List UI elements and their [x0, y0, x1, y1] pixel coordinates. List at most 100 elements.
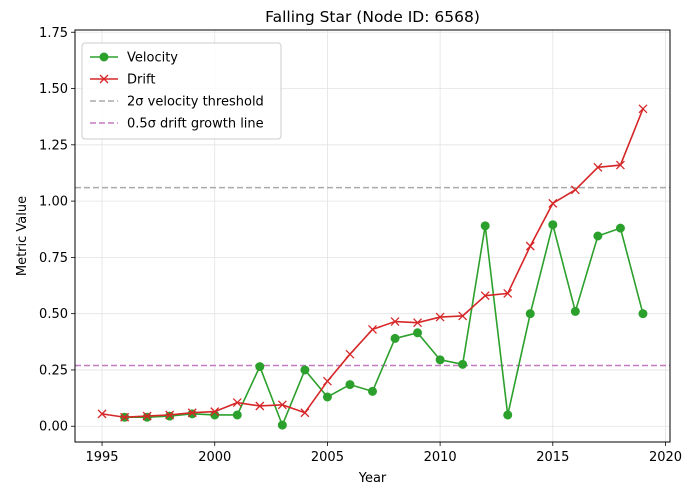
data-point [255, 401, 265, 411]
x-marker-stroke [322, 376, 332, 386]
data-point [570, 185, 580, 195]
data-point [413, 318, 423, 328]
data-point [99, 52, 109, 62]
x-marker-stroke [255, 401, 265, 411]
x-marker-stroke [638, 104, 648, 114]
x-tick-label: 2005 [311, 450, 344, 465]
data-point [255, 362, 265, 372]
series-drift [97, 104, 648, 422]
data-point [593, 162, 603, 172]
x-marker-stroke [390, 317, 400, 327]
grid [75, 30, 670, 442]
series-layer [97, 104, 648, 430]
data-point [503, 288, 513, 298]
x-marker-stroke [99, 74, 109, 84]
data-point [390, 317, 400, 327]
data-point [99, 74, 109, 84]
data-point [165, 410, 175, 420]
data-point [435, 355, 445, 365]
data-point [413, 328, 423, 338]
data-point [210, 407, 220, 417]
data-point [345, 380, 355, 390]
data-point [638, 309, 648, 319]
data-point [300, 365, 310, 375]
data-point [435, 312, 445, 322]
x-marker-stroke [345, 349, 355, 359]
data-point [593, 231, 603, 241]
legend-entry: Velocity [90, 51, 178, 66]
data-point [120, 412, 130, 422]
chart-title: Falling Star (Node ID: 6568) [265, 8, 480, 26]
x-axis-title: Year [358, 471, 387, 486]
y-axis-ticks: 0.00 0.25 0.50 0.75 1.00 1.25 1.50 1.75 [39, 26, 75, 435]
x-marker-stroke [210, 407, 220, 417]
x-tick-label: 2020 [649, 450, 682, 465]
x-marker-stroke [480, 291, 490, 301]
data-point [638, 104, 648, 114]
data-point [548, 220, 558, 230]
y-axis-title: Metric Value [15, 196, 30, 276]
x-marker-stroke [525, 241, 535, 251]
x-marker-stroke [187, 408, 197, 418]
y-tick-label: 1.75 [39, 26, 68, 41]
x-tick-label: 2000 [198, 450, 231, 465]
data-point [165, 411, 175, 421]
legend-label: Velocity [127, 51, 178, 66]
legend-label: 0.5σ drift growth line [127, 117, 264, 132]
data-point [322, 392, 332, 402]
data-point [525, 309, 535, 319]
data-point [570, 306, 580, 316]
x-marker-stroke [277, 400, 287, 410]
legend-entry: Drift [90, 73, 155, 88]
y-tick-label: 1.25 [39, 138, 68, 153]
data-point [232, 398, 242, 408]
y-tick-label: 0.75 [39, 251, 68, 266]
x-marker-stroke [413, 318, 423, 328]
x-marker-stroke [615, 160, 625, 170]
legend-entry: 2σ velocity threshold [90, 95, 264, 110]
data-point [525, 241, 535, 251]
series-velocity [120, 220, 648, 430]
data-point [277, 420, 287, 430]
x-marker-stroke [548, 198, 558, 208]
x-marker-stroke [570, 185, 580, 195]
x-tick-label: 2015 [536, 450, 569, 465]
legend-entry: 0.5σ drift growth line [90, 117, 264, 132]
x-marker-stroke [165, 410, 175, 420]
x-marker-stroke [503, 288, 513, 298]
data-point [480, 291, 490, 301]
data-point [368, 386, 377, 396]
y-tick-label: 0.00 [39, 420, 68, 435]
data-point [187, 408, 197, 418]
x-marker-stroke [142, 411, 152, 421]
x-marker-stroke [97, 409, 107, 419]
data-point [232, 410, 242, 420]
data-point [503, 410, 513, 420]
data-point [322, 376, 332, 386]
x-marker-stroke [435, 312, 445, 322]
data-point [615, 223, 625, 233]
data-point [458, 359, 468, 369]
data-point [300, 408, 310, 418]
data-point [142, 411, 152, 421]
data-point [458, 311, 468, 321]
legend-label: Drift [127, 73, 155, 88]
x-marker-stroke [458, 311, 468, 321]
y-tick-label: 1.50 [39, 82, 68, 97]
y-tick-label: 0.25 [39, 363, 68, 378]
legend-box [81, 42, 282, 140]
x-marker-stroke [593, 162, 603, 172]
x-tick-label: 2010 [424, 450, 457, 465]
data-point [615, 160, 625, 170]
x-marker-stroke [232, 398, 242, 408]
x-tick-label: 1995 [85, 450, 118, 465]
data-point [187, 409, 197, 419]
data-point [142, 412, 152, 422]
x-marker-stroke [120, 412, 130, 422]
legend: Velocity Drift 2σ velocity threshold 0.5σ d… [81, 42, 282, 140]
data-point [480, 221, 490, 231]
data-point [368, 324, 377, 334]
x-marker-stroke [300, 408, 310, 418]
reference-lines [75, 186, 670, 367]
